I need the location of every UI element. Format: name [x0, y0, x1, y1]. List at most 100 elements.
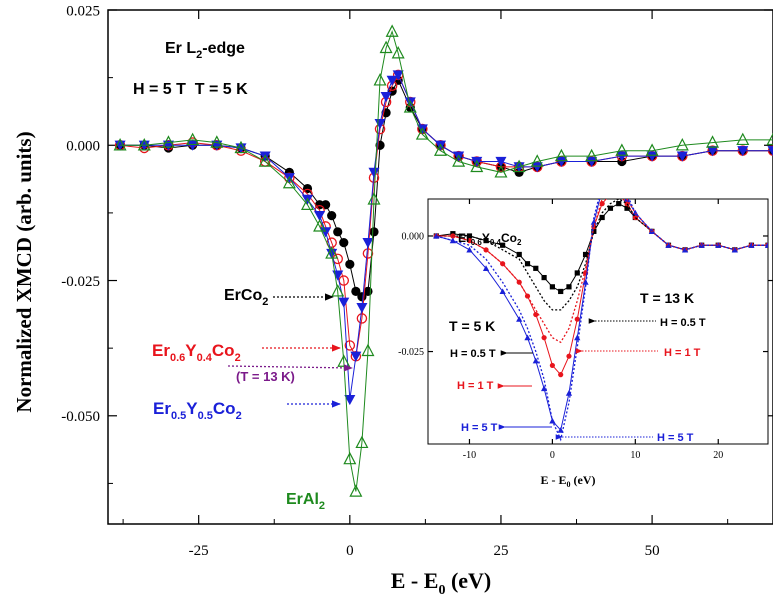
- eral2-subscript: 2: [319, 500, 325, 512]
- data-point: [470, 159, 484, 173]
- data-point: [516, 251, 522, 258]
- data-point: [607, 177, 613, 183]
- x-tick-label: -10: [463, 450, 476, 461]
- ery05-label: Er0.5Y0.5Co2: [153, 399, 242, 422]
- data-point: [391, 46, 405, 59]
- inset-compound-mid: Y: [482, 231, 490, 245]
- data-point: [512, 159, 526, 173]
- inset-compound-sub-2: 0.4: [490, 238, 502, 247]
- data-point: [433, 232, 440, 239]
- x-tick-label: 10: [630, 450, 640, 461]
- data-point: [495, 156, 507, 168]
- data-point: [608, 192, 613, 197]
- data-point: [549, 284, 555, 290]
- data-point: [339, 238, 349, 248]
- data-point: [452, 154, 466, 167]
- data-point: [114, 140, 126, 151]
- main-series-group: [113, 24, 773, 497]
- edge-label: Er L2-edge: [165, 40, 245, 61]
- data-point: [616, 182, 622, 188]
- data-point: [524, 261, 531, 267]
- data-point: [234, 140, 248, 154]
- t13-main-label: (T = 13 K): [236, 369, 295, 384]
- data-point: [344, 394, 356, 406]
- data-point: [524, 334, 531, 341]
- inset-compound-tail: Co: [501, 231, 517, 245]
- data-point: [373, 73, 387, 86]
- data-point: [764, 242, 768, 248]
- data-point: [350, 351, 362, 362]
- y-tick-label: 0.025: [66, 3, 100, 19]
- data-point: [766, 132, 773, 146]
- inset-t13-label: T = 13 K: [640, 290, 694, 306]
- data-point: [380, 91, 392, 103]
- inset-axis-ticks: -10 0 10 20 0.000 -0.025: [398, 199, 768, 461]
- data-point: [574, 316, 580, 322]
- data-point: [313, 219, 327, 232]
- data-point: [331, 284, 345, 297]
- data-point: [558, 288, 564, 295]
- data-point: [665, 242, 672, 248]
- x-tick-label: 50: [645, 543, 660, 559]
- data-point: [356, 313, 368, 324]
- x-axis-label-unit: (eV): [445, 568, 491, 593]
- data-point: [555, 156, 567, 168]
- x-tick-label: -25: [189, 543, 209, 559]
- data-point: [706, 135, 720, 148]
- ery04-sub-1: 0.6: [170, 352, 185, 364]
- inset-h05-5-label: H = 0.5 T: [450, 348, 496, 360]
- ery04-tail: Co: [212, 341, 235, 360]
- data-point: [321, 200, 331, 210]
- inset-t5-label: T = 5 K: [449, 318, 495, 334]
- data-point: [541, 274, 547, 281]
- y-axis-label: Normalized XMCD (arb. units): [12, 131, 36, 412]
- data-point: [574, 270, 580, 276]
- data-point: [314, 211, 326, 222]
- data-point: [344, 340, 356, 351]
- data-point: [332, 270, 344, 281]
- ery05-sub-2: 0.5: [198, 410, 213, 422]
- data-point: [533, 311, 539, 318]
- x-tick-label: 25: [493, 543, 508, 559]
- data-point: [516, 316, 523, 322]
- inset-compound-sub-3: 2: [517, 238, 522, 247]
- data-point: [566, 353, 572, 359]
- data-point: [645, 143, 659, 156]
- data-point: [113, 137, 127, 151]
- inset-x-axis-label-subscript: 0: [567, 480, 571, 489]
- data-point: [362, 238, 374, 249]
- data-point: [533, 265, 539, 271]
- data-point: [282, 175, 296, 189]
- data-point: [531, 162, 543, 173]
- data-point: [736, 132, 750, 146]
- ery05-sub-1: 0.5: [171, 410, 186, 422]
- data-point: [367, 192, 381, 205]
- data-point: [616, 201, 622, 207]
- x-tick-label: 0: [346, 543, 354, 559]
- data-point: [338, 297, 350, 308]
- inset-x-axis-label: E - E0 (eV): [541, 473, 596, 489]
- data-point: [624, 205, 630, 211]
- data-point: [466, 246, 473, 253]
- data-point: [379, 40, 393, 54]
- data-point: [386, 75, 398, 86]
- data-point: [707, 146, 719, 157]
- data-point: [566, 284, 572, 290]
- data-point: [137, 137, 151, 151]
- data-point: [541, 335, 547, 341]
- data-point: [187, 140, 199, 151]
- eral2-label: ErAl2: [286, 491, 325, 512]
- data-point: [549, 362, 555, 369]
- data-point: [494, 165, 508, 178]
- y-tick-label: 0.000: [402, 231, 425, 242]
- data-point: [415, 127, 429, 140]
- inset-h5-5-label: H = 5 T: [461, 422, 498, 434]
- data-point: [607, 205, 614, 211]
- conditions-label: H = 5 T T = 5 K: [133, 81, 248, 98]
- ery05-sub-3: 2: [236, 410, 242, 422]
- main-axis-ticks: -25 0 25 50 0.025 0.000 -0.025 -0.050: [61, 3, 773, 559]
- data-point: [355, 435, 369, 449]
- data-point: [302, 183, 313, 194]
- erco2-label: ErCo2: [224, 287, 268, 308]
- edge-label-subscript: 2: [196, 49, 202, 61]
